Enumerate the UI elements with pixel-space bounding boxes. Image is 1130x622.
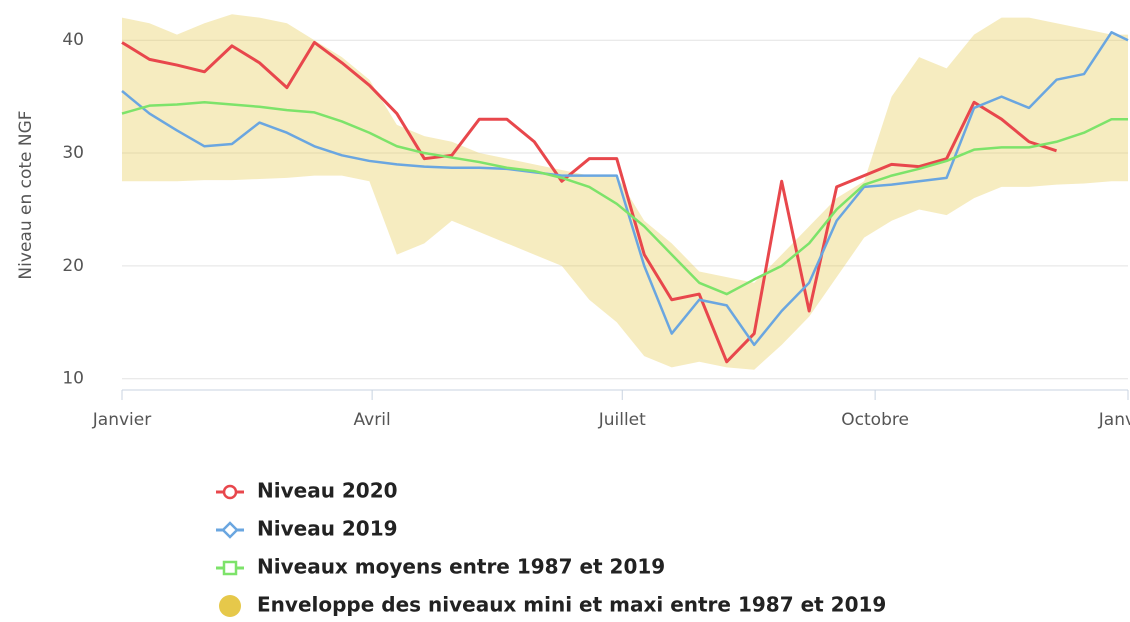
y-tick-label: 10 — [62, 369, 84, 389]
legend-marker — [222, 484, 238, 500]
legend-label: Niveaux moyens entre 1987 et 2019 — [257, 555, 665, 579]
x-tick-label: Octobre — [841, 410, 909, 430]
x-tick-label: Janvier — [92, 410, 151, 430]
legend-item: Enveloppe des niveaux mini et maxi entre… — [219, 593, 886, 617]
series-line — [121, 101, 1128, 296]
legend-label: Niveau 2020 — [257, 479, 398, 503]
y-tick-label: 30 — [62, 143, 84, 163]
series-line — [121, 40, 1058, 364]
legend-item: Niveau 2019 — [216, 517, 398, 541]
legend-marker — [219, 595, 241, 617]
legend-marker — [222, 560, 238, 576]
x-tick-label: Avril — [354, 410, 391, 430]
x-tick-label: Juillet — [598, 410, 646, 430]
legend-label: Niveau 2019 — [257, 517, 398, 541]
legend-label: Enveloppe des niveaux mini et maxi entre… — [257, 593, 886, 617]
y-axis-title: Niveau en cote NGF — [16, 110, 36, 279]
series-line — [121, 31, 1129, 347]
x-tick-label: Janvier — [1098, 410, 1130, 430]
legend-marker — [221, 521, 239, 539]
legend-item: Niveau 2020 — [216, 479, 398, 503]
legend-item: Niveaux moyens entre 1987 et 2019 — [216, 555, 665, 579]
y-tick-label: 40 — [62, 30, 84, 50]
y-tick-label: 20 — [62, 256, 84, 276]
